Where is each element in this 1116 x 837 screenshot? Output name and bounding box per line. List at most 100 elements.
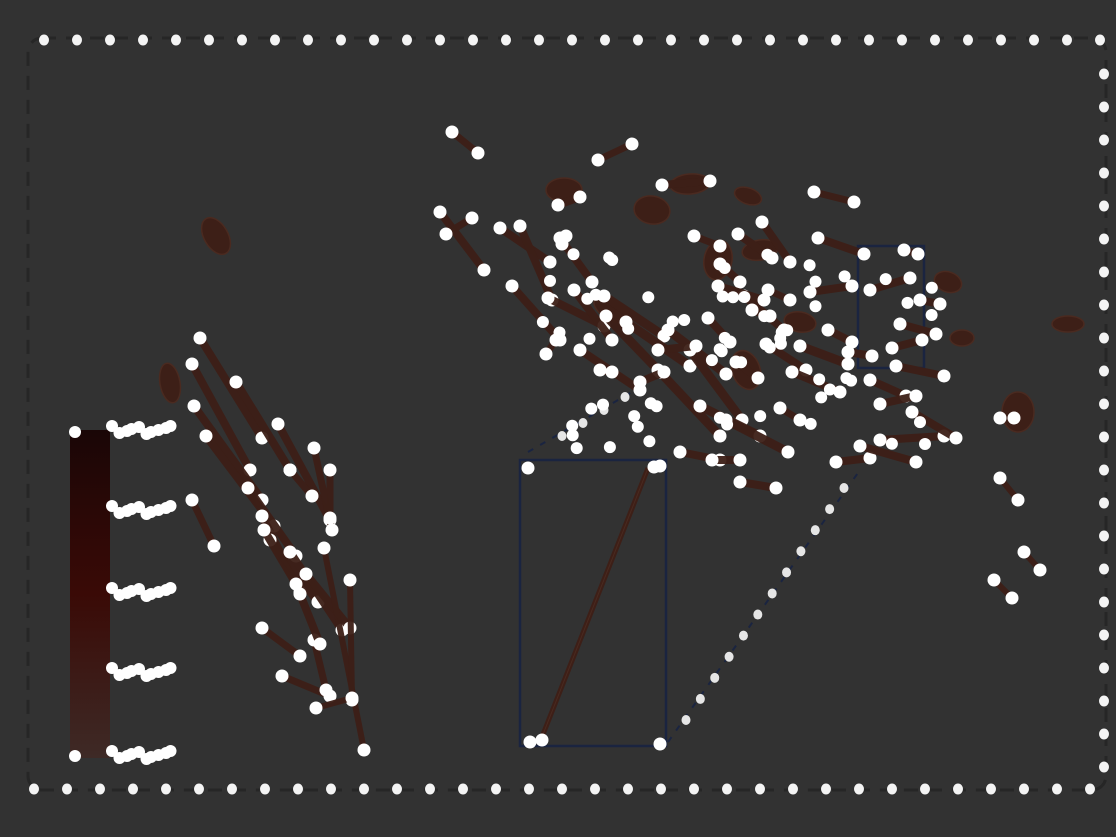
stroke-endpoint [911,247,925,261]
stroke-body [244,484,300,560]
stroke-endpoint [317,541,331,555]
stroke-body [658,177,714,189]
connector-dot [738,630,748,641]
stroke-endpoint [713,429,727,443]
stroke-segment [761,283,797,307]
stroke-body [856,442,920,466]
inset-endpoint [521,461,535,475]
stroke-endpoint [305,489,319,503]
stroke-endpoint [949,431,963,445]
stroke-endpoint [551,198,565,212]
stroke-endpoint [757,293,771,307]
stroke-endpoint [687,229,701,243]
frame-dot [1099,464,1109,476]
stroke-body [274,420,334,524]
stroke-body [188,360,254,474]
stroke-segment [811,231,871,261]
stroke-endpoint [853,439,867,453]
colorbar-tick-dot [164,500,177,512]
stroke-endpoint [721,418,734,431]
stroke-endpoint [471,146,485,160]
connector-dot [796,546,806,557]
stroke-segment [185,493,221,553]
stroke-endpoint [845,335,859,349]
connector-dot [578,418,588,428]
stroke-endpoint [703,174,717,188]
frame-dot [897,34,907,46]
stroke-blob [158,362,182,404]
frame-dot [1099,365,1109,377]
stroke-endpoint [987,573,1001,587]
colorbar-tick-markers [69,420,177,765]
stroke-segment [803,279,859,299]
stroke-segment [433,205,491,277]
frame-dot [194,783,204,795]
frame-dot [458,783,468,795]
stroke-body [232,378,294,474]
stroke-endpoint [713,239,727,253]
stroke-endpoint [625,137,639,151]
connector-dot [767,588,777,599]
stroke-endpoint [255,509,269,523]
stroke-body [436,208,488,274]
stroke-endpoint [678,314,691,326]
stroke-endpoint [655,178,669,192]
frame-dot [953,783,963,795]
stroke-endpoint [761,283,775,297]
stroke-endpoint [673,445,687,459]
frame-dot [501,34,511,46]
stroke-endpoint [323,511,337,525]
stroke-endpoint [544,274,556,287]
stroke-endpoint [573,343,587,357]
stroke-endpoint [493,221,507,235]
stroke-endpoint [567,283,581,297]
stroke-endpoint [559,229,573,243]
frame-dot [524,783,534,795]
stroke-endpoint [838,270,851,283]
colorbar-tick-dot [106,500,118,512]
stroke-endpoint [993,411,1007,425]
stroke-segment [255,621,307,663]
stroke-endpoint [840,372,853,385]
colorbar-tick-dot [133,663,145,675]
frame-dot [128,783,138,795]
stroke-endpoint [815,391,828,404]
stroke-segment [317,541,371,757]
frame-dot [854,783,864,795]
stroke-body [599,291,669,341]
frame-dot [864,34,874,46]
frame-dot [1099,662,1109,674]
dotted-frame [26,34,1109,795]
frame-dot [831,34,841,46]
stroke-segment [841,345,879,363]
stroke-body [810,188,858,206]
stroke-endpoint [754,410,767,423]
stroke-body [601,311,663,375]
frame-dot [425,783,435,795]
right-stroke-cluster [987,411,1047,605]
stroke-segment [687,229,727,253]
stroke-endpoint [603,441,616,454]
stroke-endpoint [905,405,919,419]
connector-dot [557,431,567,441]
frame-dot [1099,134,1109,146]
stroke-endpoint [769,481,783,495]
stroke-endpoint [603,251,616,264]
stroke-segment [1017,545,1047,577]
colorbar-gradient [70,430,110,758]
stroke-endpoint [731,227,745,241]
stroke-segment [567,283,619,347]
stroke-endpoint [207,539,221,553]
stroke-endpoint [1033,563,1047,577]
stroke-body [892,362,948,380]
frame-dot [600,34,610,46]
stroke-endpoint [718,331,731,344]
stroke-segment [705,453,747,467]
stroke-body [795,341,853,369]
stroke-endpoint [593,363,607,377]
stroke-endpoint [733,453,747,467]
inset-endpoint [535,733,549,747]
stroke-endpoint [642,291,655,304]
